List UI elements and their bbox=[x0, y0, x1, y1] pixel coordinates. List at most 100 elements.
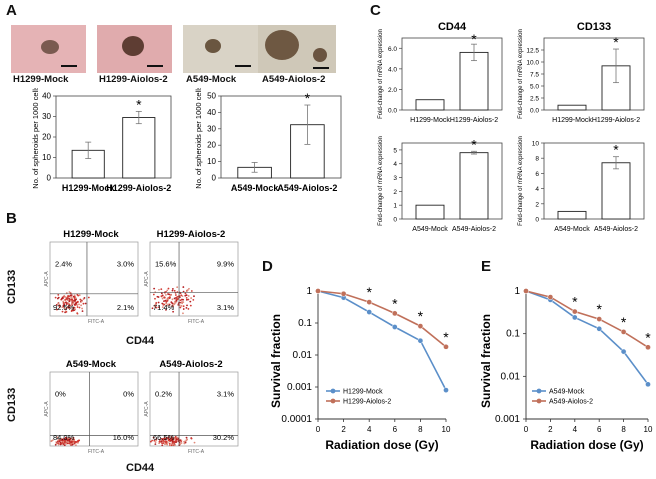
facs-event-dot bbox=[167, 303, 169, 306]
y-tick-label: 10 bbox=[207, 157, 216, 166]
facs-event-dot bbox=[79, 298, 82, 301]
facs-event-dot bbox=[165, 302, 168, 305]
facs-event-dot bbox=[157, 301, 160, 304]
facs-x-axis-small: FITC-A bbox=[88, 449, 105, 455]
facs-event-dot bbox=[160, 437, 163, 440]
facs-event-dot bbox=[188, 287, 190, 290]
facs-event-dot bbox=[61, 442, 64, 444]
facs-event-dot bbox=[63, 439, 66, 442]
facs-event-dot bbox=[153, 439, 156, 442]
facs-event-dot bbox=[182, 298, 185, 301]
y-tick-label: 0.01 bbox=[293, 350, 313, 361]
facs-event-dot bbox=[57, 293, 60, 296]
facs-event-dot bbox=[72, 307, 75, 309]
facs-plot-area bbox=[49, 371, 139, 447]
cd44-bar-chart-a549: 0 1 2 3 4 5 Fold-change of mRNA expression A549… bbox=[378, 136, 503, 233]
facs-event-dot bbox=[183, 440, 186, 443]
bar bbox=[459, 152, 489, 220]
quadrant-ul-value: 15.6% bbox=[155, 259, 177, 268]
facs-event-dot bbox=[187, 295, 190, 297]
facs-event-dot bbox=[193, 295, 195, 298]
bar bbox=[122, 117, 156, 179]
quadrant-ll-value: 84.0% bbox=[53, 433, 75, 442]
facs-event-dot bbox=[62, 440, 65, 443]
facs-event-dot bbox=[80, 300, 83, 303]
facs-event-dot bbox=[71, 438, 74, 441]
facs-event-dot bbox=[153, 305, 156, 308]
facs-event-dot bbox=[182, 312, 184, 315]
facs-event-dot bbox=[177, 298, 179, 300]
series-point bbox=[596, 325, 603, 332]
facs-event-dot bbox=[185, 298, 188, 301]
facs-event-dot bbox=[80, 304, 83, 307]
category-label: H1299-Aiolos-2 bbox=[592, 117, 640, 124]
facs-event-dot bbox=[176, 436, 179, 439]
y-tick-label: 4.0 bbox=[388, 66, 397, 73]
y-tick-label: 5.0 bbox=[530, 84, 539, 91]
facs-event-dot bbox=[75, 297, 77, 300]
series-point bbox=[645, 344, 651, 351]
facs-plot-area bbox=[149, 241, 239, 317]
plot-frame bbox=[543, 142, 645, 220]
series-point bbox=[340, 290, 347, 297]
y-axis-label: No. of spheroids per 1000 cells bbox=[31, 88, 40, 189]
significance-mark: * bbox=[392, 295, 398, 311]
facs-event-dot bbox=[183, 442, 186, 445]
facs-event-dot bbox=[180, 301, 183, 304]
y-tick-label: 20 bbox=[207, 141, 216, 150]
quadrant-lr-value: 3.1% bbox=[217, 303, 234, 312]
quadrant-ur-value: 3.0% bbox=[117, 259, 134, 268]
series-point bbox=[523, 288, 529, 294]
facs-event-dot bbox=[154, 303, 157, 306]
facs-x-axis-small: FITC-A bbox=[88, 319, 105, 325]
facs-event-dot bbox=[71, 440, 74, 443]
facs-event-dot bbox=[179, 443, 182, 446]
facs-event-dot bbox=[166, 304, 168, 307]
facs-event-dot bbox=[72, 437, 75, 439]
significance-mark: * bbox=[613, 34, 619, 50]
facs-plot: H1299-Aiolos-2 15.6% 9.9% 71.4% 3.1% FITC-A AP… bbox=[144, 229, 239, 325]
x-axis-label: Radiation dose (Gy) bbox=[530, 438, 643, 452]
y-tick-label: 3 bbox=[393, 175, 397, 182]
facs-event-dot bbox=[161, 302, 164, 305]
bar bbox=[557, 104, 587, 111]
facs-event-dot bbox=[170, 438, 172, 440]
facs-event-dot bbox=[190, 290, 193, 292]
facs-event-dot bbox=[174, 435, 177, 438]
facs-event-dot bbox=[68, 306, 71, 309]
facs-event-dot bbox=[167, 287, 170, 290]
facs-event-dot bbox=[70, 295, 73, 298]
facs-event-dot bbox=[168, 439, 170, 442]
facs-event-dot bbox=[69, 437, 72, 440]
legend-label: A549-Aiolos-2 bbox=[549, 399, 593, 406]
category-label: H1299-Aiolos-2 bbox=[450, 117, 498, 124]
legend-marker bbox=[330, 398, 336, 404]
facs-event-dot bbox=[171, 289, 174, 292]
y-tick-label: 10 bbox=[532, 141, 540, 148]
y-tick-label: 0.001 bbox=[287, 382, 312, 393]
facs-event-dot bbox=[67, 438, 70, 441]
facs-event-dot bbox=[71, 443, 74, 446]
facs-event-dot bbox=[76, 301, 79, 304]
plot-frame bbox=[401, 37, 503, 111]
facs-event-dot bbox=[81, 307, 83, 310]
y-axis-label: Fold-change of mRNA expression bbox=[378, 29, 384, 119]
facs-y-axis-small: APC-A bbox=[44, 401, 50, 417]
spheroid-photo-a549-aiolos-2 bbox=[258, 25, 336, 73]
facs-event-dot bbox=[64, 299, 67, 301]
y-tick-label: 1 bbox=[393, 203, 397, 210]
facs-event-dot bbox=[62, 300, 65, 303]
facs-event-dot bbox=[172, 310, 175, 313]
series-point bbox=[547, 294, 554, 300]
y-tick-label: 12.5 bbox=[526, 48, 539, 55]
quadrant-ul-value: 0% bbox=[55, 389, 66, 398]
facs-event-dot bbox=[180, 305, 183, 307]
y-tick-label: 2.5 bbox=[530, 96, 539, 103]
facs-event-dot bbox=[165, 294, 167, 296]
y-tick-label: 2 bbox=[535, 201, 539, 208]
facs-event-dot bbox=[173, 438, 176, 440]
facs-event-dot bbox=[68, 305, 71, 308]
photo-label-a549-mock: A549-Mock bbox=[186, 74, 237, 85]
y-tick-label: 0.0001 bbox=[281, 414, 312, 425]
